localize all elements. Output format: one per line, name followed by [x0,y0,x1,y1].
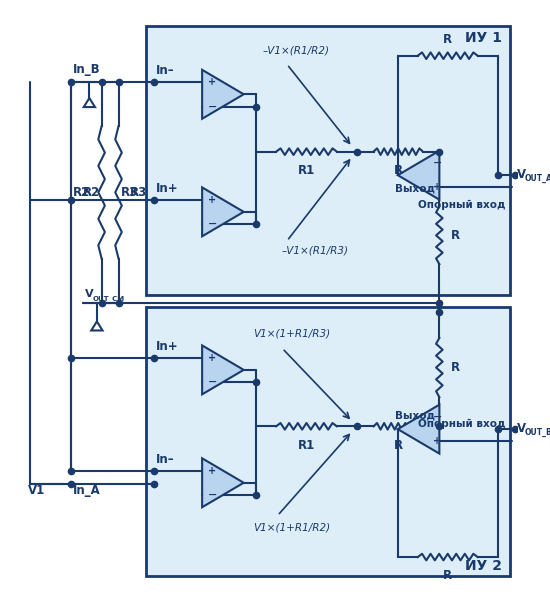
Text: −: − [433,412,442,422]
Polygon shape [202,458,244,507]
Polygon shape [398,150,439,200]
Text: –V1×(R1/R3): –V1×(R1/R3) [282,246,349,255]
Polygon shape [202,346,244,394]
Text: +: + [208,77,216,87]
Text: −: − [208,490,217,500]
Text: Опорный вход: Опорный вход [417,419,505,429]
FancyBboxPatch shape [146,307,510,576]
Text: V1×(1+R1/R2): V1×(1+R1/R2) [253,523,330,533]
Text: R3: R3 [130,186,147,199]
Text: R: R [394,438,403,452]
Text: In_B: In_B [73,63,100,76]
Text: V: V [518,421,526,435]
Polygon shape [84,98,95,107]
Polygon shape [398,405,439,453]
Text: R: R [443,33,452,46]
Text: −: − [208,219,217,229]
Text: +: + [208,194,216,205]
Text: +: + [433,436,441,446]
Polygon shape [91,321,102,330]
Text: +: + [208,353,216,362]
Text: R2: R2 [82,186,100,199]
Text: +: + [208,465,216,476]
Text: R: R [443,569,452,582]
Text: ИУ 2: ИУ 2 [465,559,502,574]
Text: −: − [208,377,217,387]
Text: R1: R1 [298,438,315,452]
Polygon shape [202,187,244,237]
Text: −: − [433,158,442,168]
Text: OUT_B: OUT_B [525,427,550,436]
Text: V: V [85,289,94,299]
Text: In–: In– [156,453,175,466]
Text: Опорный вход: Опорный вход [417,200,505,209]
Text: In+: In+ [156,182,179,195]
Text: R: R [450,229,460,242]
Text: In–: In– [156,64,175,77]
Text: In+: In+ [156,340,179,353]
Text: Выход: Выход [395,184,434,193]
Text: R1: R1 [298,164,315,177]
Text: OUT_CM: OUT_CM [92,295,124,302]
Text: In_A: In_A [73,483,100,497]
Text: R2: R2 [73,186,90,199]
Text: R: R [450,361,460,374]
FancyBboxPatch shape [146,26,510,294]
Text: R3: R3 [120,186,138,199]
Text: OUT_A: OUT_A [525,173,550,182]
Text: ИУ 1: ИУ 1 [465,31,502,45]
Text: V: V [518,168,526,181]
Text: −: − [208,102,217,111]
Polygon shape [202,70,244,119]
Text: V1: V1 [28,483,46,497]
Text: Выход: Выход [395,411,434,421]
Text: V1×(1+R1/R3): V1×(1+R1/R3) [253,328,330,338]
Text: +: + [433,182,441,193]
Text: –V1×(R1/R2): –V1×(R1/R2) [263,45,330,55]
Text: R: R [394,164,403,177]
